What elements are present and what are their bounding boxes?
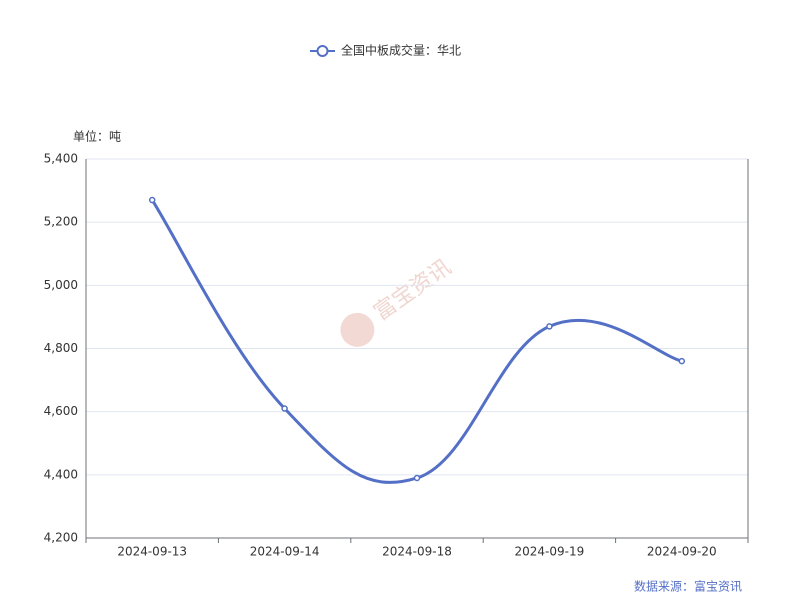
point	[546, 323, 553, 330]
point	[148, 196, 156, 204]
point	[678, 357, 686, 365]
x-tick-label: 2024-09-19	[515, 545, 585, 559]
x-tick-label: 2024-09-14	[250, 545, 320, 559]
y-tick-label: 4,600	[44, 404, 78, 418]
source: 数据来源：富宝资讯	[634, 579, 742, 594]
y-unit-label: 单位：吨	[73, 129, 121, 144]
series-line	[150, 199, 683, 484]
point	[281, 405, 288, 412]
point	[413, 474, 421, 482]
x-tick-label: 2024-09-18	[382, 545, 452, 559]
y-tick-label: 5,400	[44, 152, 78, 166]
y-tick-label: 5,000	[44, 278, 78, 292]
legend-label: 全国中板成交量：华北	[341, 43, 461, 58]
y-tick-label: 5,200	[44, 215, 78, 229]
y-tick-label: 4,200	[44, 531, 78, 545]
watermark: 富宝资讯	[370, 255, 456, 326]
legend-marker	[316, 45, 329, 57]
x-tick-label: 2024-09-13	[117, 545, 187, 559]
y-tick-label: 4,800	[44, 341, 78, 355]
watermark-group: 富宝资讯	[340, 255, 456, 347]
watermark-logo	[340, 312, 375, 347]
x-tick-label: 2024-09-20	[647, 545, 717, 559]
y-tick-label: 4,400	[44, 467, 78, 481]
